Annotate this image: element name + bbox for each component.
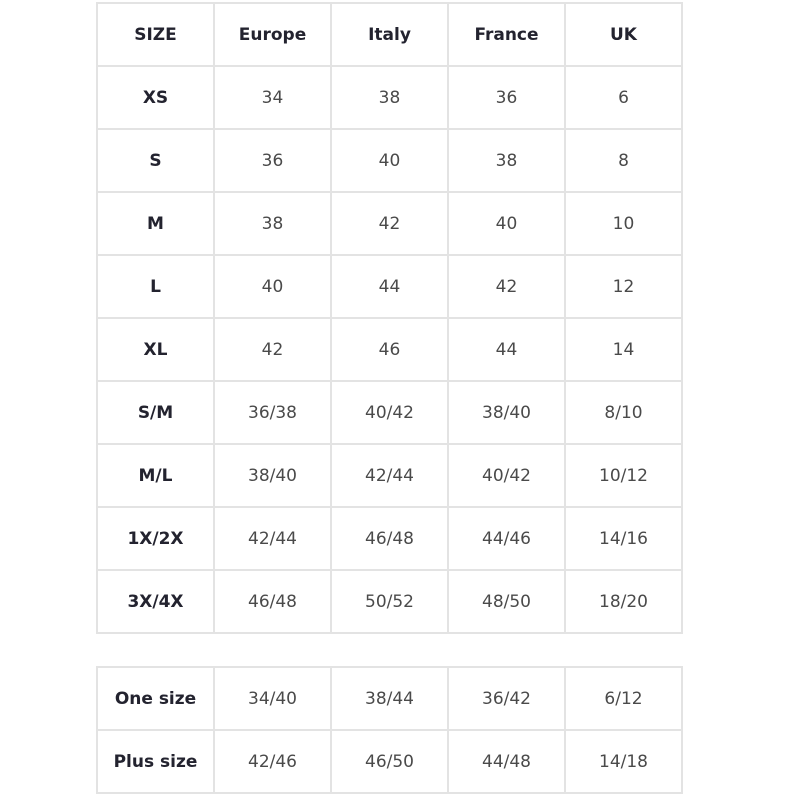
size-value-cell: 42 (330, 191, 449, 256)
size-value-cell: 36 (213, 128, 332, 193)
size-label-cell: L (96, 254, 215, 319)
size-chart-table: SIZE Europe Italy France UK XS 34 38 36 6 S 36 40 38… (96, 2, 683, 634)
size-value-cell: 12 (564, 254, 683, 319)
table-row: M/L 38/40 42/44 40/42 10/12 (96, 443, 683, 508)
size-value-cell: 42/44 (213, 506, 332, 571)
size-value-cell: 38/40 (447, 380, 566, 445)
size-value-cell: 18/20 (564, 569, 683, 634)
size-value-cell: 40 (447, 191, 566, 256)
column-header: France (447, 2, 566, 67)
table-row: S 36 40 38 8 (96, 128, 683, 193)
size-value-cell: 50/52 (330, 569, 449, 634)
column-header: UK (564, 2, 683, 67)
table-row: S/M 36/38 40/42 38/40 8/10 (96, 380, 683, 445)
table-row: M 38 42 40 10 (96, 191, 683, 256)
size-value-cell: 6 (564, 65, 683, 130)
size-label-cell: 1X/2X (96, 506, 215, 571)
size-label-cell: S (96, 128, 215, 193)
table-row: 1X/2X 42/44 46/48 44/46 14/16 (96, 506, 683, 571)
size-value-cell: 38/44 (330, 666, 449, 731)
size-value-cell: 14/18 (564, 729, 683, 794)
size-value-cell: 48/50 (447, 569, 566, 634)
size-value-cell: 46/48 (330, 506, 449, 571)
size-value-cell: 38 (213, 191, 332, 256)
size-label-cell: Plus size (96, 729, 215, 794)
size-value-cell: 40/42 (447, 443, 566, 508)
table-row: Plus size 42/46 46/50 44/48 14/18 (96, 729, 683, 794)
size-value-cell: 10 (564, 191, 683, 256)
size-label-cell: S/M (96, 380, 215, 445)
table-row: XS 34 38 36 6 (96, 65, 683, 130)
size-value-cell: 46 (330, 317, 449, 382)
size-value-cell: 40 (330, 128, 449, 193)
size-value-cell: 14 (564, 317, 683, 382)
special-sizes-table: One size 34/40 38/44 36/42 6/12 Plus size 42/4… (96, 666, 683, 794)
size-label-cell: M/L (96, 443, 215, 508)
size-value-cell: 14/16 (564, 506, 683, 571)
size-value-cell: 40/42 (330, 380, 449, 445)
size-value-cell: 42 (447, 254, 566, 319)
size-value-cell: 38 (447, 128, 566, 193)
table-row: L 40 44 42 12 (96, 254, 683, 319)
table-row: 3X/4X 46/48 50/52 48/50 18/20 (96, 569, 683, 634)
size-value-cell: 44 (330, 254, 449, 319)
size-value-cell: 44/46 (447, 506, 566, 571)
size-label-cell: XL (96, 317, 215, 382)
table-row: XL 42 46 44 14 (96, 317, 683, 382)
size-value-cell: 36/38 (213, 380, 332, 445)
size-label-cell: M (96, 191, 215, 256)
size-value-cell: 8/10 (564, 380, 683, 445)
size-value-cell: 42/44 (330, 443, 449, 508)
size-value-cell: 36/42 (447, 666, 566, 731)
size-value-cell: 36 (447, 65, 566, 130)
size-label-cell: XS (96, 65, 215, 130)
column-header: Italy (330, 2, 449, 67)
size-value-cell: 8 (564, 128, 683, 193)
header-row: SIZE Europe Italy France UK (96, 2, 683, 67)
size-value-cell: 46/48 (213, 569, 332, 634)
size-value-cell: 44/48 (447, 729, 566, 794)
column-header: Europe (213, 2, 332, 67)
size-value-cell: 38/40 (213, 443, 332, 508)
table-row: One size 34/40 38/44 36/42 6/12 (96, 666, 683, 731)
size-value-cell: 40 (213, 254, 332, 319)
size-value-cell: 38 (330, 65, 449, 130)
size-value-cell: 10/12 (564, 443, 683, 508)
size-value-cell: 34 (213, 65, 332, 130)
size-value-cell: 34/40 (213, 666, 332, 731)
size-label-cell: One size (96, 666, 215, 731)
size-value-cell: 44 (447, 317, 566, 382)
size-value-cell: 6/12 (564, 666, 683, 731)
size-label-cell: 3X/4X (96, 569, 215, 634)
size-value-cell: 42 (213, 317, 332, 382)
size-value-cell: 46/50 (330, 729, 449, 794)
column-header: SIZE (96, 2, 215, 67)
size-value-cell: 42/46 (213, 729, 332, 794)
